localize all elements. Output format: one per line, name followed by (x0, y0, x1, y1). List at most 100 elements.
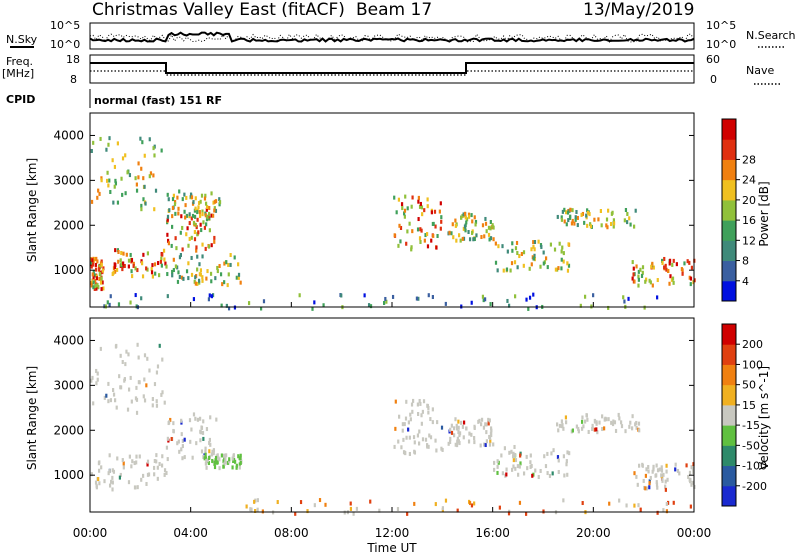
velocity-scatter-point (135, 460, 138, 465)
power-scatter-point (383, 300, 386, 305)
velocity-scatter-point (543, 454, 546, 459)
velocity-scatter-point (97, 477, 100, 482)
power-scatter-point (560, 217, 564, 222)
velocity-scatter-point (485, 422, 488, 427)
velocity-scatter-point (434, 502, 437, 507)
velocity-scatter-point (145, 481, 148, 486)
velocity-scatter-point (94, 480, 98, 485)
velocity-scatter-point (625, 503, 628, 508)
nave-trace (90, 70, 694, 76)
power-scatter-point (298, 293, 301, 298)
power-scatter-point (143, 153, 146, 158)
power-scatter-point (470, 213, 473, 218)
velocity-scatter-point (417, 441, 421, 446)
power-scatter-point (567, 218, 570, 223)
power-scatter-point (137, 175, 140, 180)
velocity-scatter-point (408, 451, 412, 456)
power-scatter-point (525, 297, 528, 302)
velocity-scatter-point (204, 461, 207, 466)
velocity-scatter-point (478, 418, 481, 423)
velocity-scatter-point (690, 465, 693, 470)
power-scatter-point (566, 268, 570, 273)
x-tick-label: 00:00 (677, 526, 712, 540)
power-scatter-point (639, 267, 642, 272)
power-scatter-point (154, 188, 158, 193)
velocity-scatter-point (168, 420, 171, 425)
velocity-scatter-point (178, 449, 181, 454)
power-scatter-point (198, 210, 201, 215)
power-scatter-point (391, 294, 395, 299)
velocity-scatter-point (631, 426, 634, 431)
velocity-scatter-point (166, 436, 169, 441)
velocity-scatter-point (227, 460, 230, 465)
velocity-scatter-point (145, 383, 148, 388)
power-scatter-point (505, 267, 509, 272)
power-scatter-point (465, 217, 469, 222)
velocity-scatter-point (664, 484, 667, 489)
power-scatter-point (532, 244, 535, 249)
velocity-scatter-point (584, 419, 587, 424)
power-scatter-point (98, 267, 101, 272)
power-scatter-point (161, 252, 164, 257)
power-scatter-point (487, 232, 491, 237)
power-scatter-point (171, 273, 174, 278)
power-scatter-point (490, 225, 493, 230)
power-scatter-point (397, 197, 401, 202)
power-scatter-point (140, 259, 143, 264)
power-scatter-point (90, 257, 93, 262)
power-scatter-point (130, 269, 133, 274)
velocity-scatter-point (624, 429, 627, 434)
power-scatter-point (205, 207, 208, 212)
velocity-scatter-point (176, 441, 179, 446)
power-scatter-point (663, 256, 666, 261)
velocity-colorbar-label: Velocity [m s^-1] (757, 366, 771, 470)
power-scatter-point (196, 210, 199, 215)
velocity-scatter-point (138, 454, 141, 459)
power-colorbar-tick-label: 16 (742, 214, 756, 227)
velocity-scatter-point (112, 392, 116, 397)
power-scatter-point (185, 232, 188, 237)
power-scatter-point (101, 280, 104, 285)
x-tick-label: 12:00 (375, 526, 410, 540)
power-colorbar-swatch (722, 199, 736, 221)
power-scatter-point (181, 247, 184, 252)
velocity-scatter-point (431, 407, 434, 412)
power-scatter-point (435, 245, 438, 250)
velocity-scatter-point (420, 421, 423, 426)
power-scatter-point (420, 228, 423, 233)
power-scatter-point (484, 297, 487, 302)
power-colorbar-swatch (722, 240, 736, 262)
power-scatter-point (152, 146, 155, 151)
power-scatter-point (90, 260, 93, 265)
power-scatter-point (433, 209, 437, 214)
power-scatter-point (583, 220, 586, 225)
noise-right-tick-bottom: 10^0 (706, 38, 736, 51)
power-scatter-point (99, 280, 103, 285)
velocity-scatter-point (518, 500, 522, 505)
velocity-scatter-point (127, 480, 131, 485)
power-scatter-point (100, 178, 103, 183)
power-scatter-point (119, 258, 122, 263)
velocity-scatter-point (204, 452, 207, 457)
velocity-scatter-point (128, 454, 131, 459)
power-scatter-point (202, 220, 205, 225)
velocity-colorbar-swatch (722, 445, 736, 467)
velocity-scatter-point (239, 453, 242, 458)
velocity-scatter-point (517, 472, 520, 477)
velocity-scatter-point (648, 485, 651, 490)
power-scatter-point (560, 215, 563, 220)
velocity-scatter-point (456, 508, 459, 513)
power-scatter-point (212, 213, 215, 218)
power-scatter-point (570, 221, 574, 226)
velocity-scatter-point (436, 420, 439, 425)
velocity-scatter-point (417, 411, 420, 416)
velocity-scatter-point (556, 455, 560, 460)
power-scatter-point (468, 237, 472, 242)
power-scatter-point (92, 270, 95, 275)
velocity-scatter-point (349, 506, 353, 511)
power-scatter-point (109, 189, 112, 194)
velocity-scatter-point (512, 454, 515, 459)
velocity-scatter-point (633, 503, 636, 508)
velocity-scatter-point (522, 471, 526, 476)
power-scatter-point (108, 178, 111, 183)
